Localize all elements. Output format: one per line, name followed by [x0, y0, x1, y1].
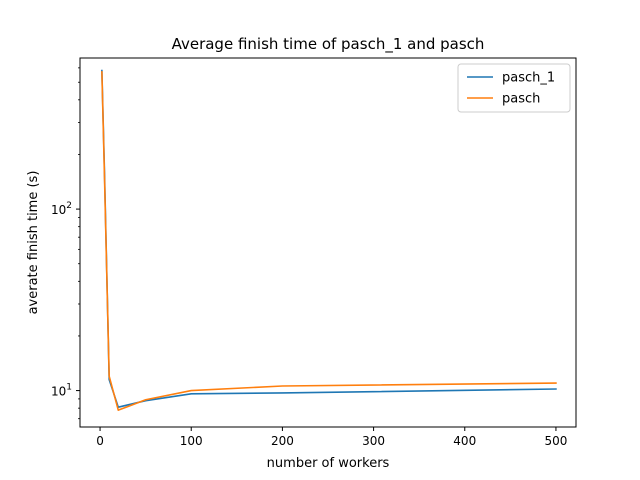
x-tick-label: 500 — [544, 434, 567, 448]
y-axis-label: averate finish time (s) — [26, 171, 41, 315]
x-tick-label: 100 — [180, 434, 203, 448]
x-tick-label: 0 — [96, 434, 104, 448]
y-axis: 101 102 — [51, 67, 80, 420]
series-line-pasch — [101, 71, 557, 411]
series-group — [101, 69, 557, 411]
chart-title: Average finish time of pasch_1 and pasch — [172, 35, 485, 54]
legend-label: pasch — [502, 92, 540, 107]
x-tick-label: 400 — [453, 434, 476, 448]
legend-box — [457, 63, 571, 113]
x-axis: 0 100 200 300 400 500 — [96, 427, 567, 448]
y-tick-label: 101 — [51, 383, 72, 399]
y-tick-label: 102 — [51, 201, 72, 217]
x-axis-label: number of workers — [267, 456, 390, 471]
x-tick-label: 300 — [362, 434, 385, 448]
legend-label: pasch_1 — [502, 71, 555, 86]
x-tick-label: 200 — [271, 434, 294, 448]
plot-frame — [79, 57, 577, 428]
